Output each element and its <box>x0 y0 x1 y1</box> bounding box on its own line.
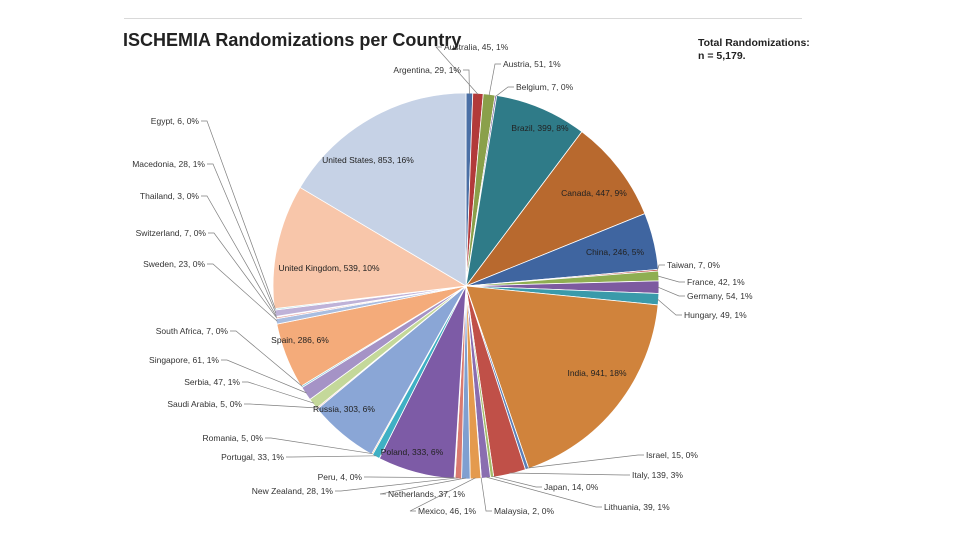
leader-romania <box>265 437 373 455</box>
label-malaysia: Malaysia, 2, 0% <box>494 506 554 516</box>
label-russia: Russia, 303, 6% <box>313 404 375 414</box>
label-new-zealand: New Zealand, 28, 1% <box>252 486 334 496</box>
label-romania: Romania, 5, 0% <box>203 433 264 443</box>
label-portugal: Portugal, 33, 1% <box>221 452 284 462</box>
leader-egypt <box>201 120 276 310</box>
chart-title: ISCHEMIA Randomizations per Country <box>123 30 462 50</box>
leader-lithuania <box>485 476 602 508</box>
slice-canada <box>464 131 646 287</box>
label-united-kingdom: United Kingdom, 539, 10% <box>278 263 380 273</box>
label-japan: Japan, 14, 0% <box>544 482 599 492</box>
label-mexico: Mexico, 46, 1% <box>418 506 477 516</box>
leader-macedonia <box>207 163 277 314</box>
leader-singapore <box>221 359 307 394</box>
slice-labels: Argentina, 29, 1% Australia, 45, 1% Austri… <box>132 42 753 516</box>
label-austria: Austria, 51, 1% <box>503 59 561 69</box>
top-divider <box>124 18 802 19</box>
label-peru: Peru, 4, 0% <box>318 472 363 482</box>
label-argentina: Argentina, 29, 1% <box>393 65 461 75</box>
label-south-africa: South Africa, 7, 0% <box>156 326 229 336</box>
leader-serbia <box>242 381 315 404</box>
label-sweden: Sweden, 23, 0% <box>143 259 205 269</box>
total-value: n = 5,179. <box>698 50 746 62</box>
label-serbia: Serbia, 47, 1% <box>184 377 240 387</box>
pie-slices <box>272 92 660 480</box>
leader-israel <box>526 454 644 469</box>
label-egypt: Egypt, 6, 0% <box>151 116 200 126</box>
slice-india <box>465 285 659 470</box>
label-switzerland: Switzerland, 7, 0% <box>136 228 207 238</box>
leader-austria <box>488 63 501 96</box>
label-australia: Australia, 45, 1% <box>444 42 509 52</box>
label-belgium: Belgium, 7, 0% <box>516 82 574 92</box>
label-france: France, 42, 1% <box>687 277 745 287</box>
leader-france <box>657 275 685 283</box>
leader-taiwan <box>657 264 665 271</box>
label-india: India, 941, 18% <box>567 368 627 378</box>
leader-hungary <box>657 298 682 316</box>
leader-mexico <box>409 477 476 512</box>
leader-belgium <box>495 86 514 97</box>
leader-portugal <box>286 455 377 458</box>
leader-malaysia <box>480 477 492 512</box>
leader-sweden <box>207 263 278 322</box>
leader-new-zealand <box>335 477 459 492</box>
label-italy: Italy, 139, 3% <box>632 470 683 480</box>
leader-germany <box>657 286 685 297</box>
label-taiwan: Taiwan, 7, 0% <box>667 260 720 270</box>
label-canada: Canada, 447, 9% <box>561 188 627 198</box>
label-poland: Poland, 333, 6% <box>381 447 444 457</box>
slice-united-kingdom <box>272 186 468 310</box>
leader-saudi-arabia <box>244 403 318 409</box>
label-hungary: Hungary, 49, 1% <box>684 310 747 320</box>
total-label: Total Randomizations: <box>698 37 810 49</box>
label-brazil: Brazil, 399, 8% <box>511 123 569 133</box>
label-china: China, 246, 5% <box>586 247 645 257</box>
leader-south-africa <box>230 330 303 387</box>
label-israel: Israel, 15, 0% <box>646 450 698 460</box>
label-netherlands: Netherlands, 37, 1% <box>388 489 465 499</box>
leader-lines <box>201 46 685 512</box>
label-spain: Spain, 286, 6% <box>271 335 329 345</box>
label-thailand: Thailand, 3, 0% <box>140 191 200 201</box>
leader-japan <box>491 475 542 488</box>
slice-brazil <box>465 95 583 287</box>
label-macedonia: Macedonia, 28, 1% <box>132 159 205 169</box>
label-singapore: Singapore, 61, 1% <box>149 355 219 365</box>
label-united-states: United States, 853, 16% <box>322 155 414 165</box>
total-randomizations: Total Randomizations: n = 5,179. <box>698 37 810 63</box>
leader-peru <box>364 476 455 479</box>
slice-united-states <box>299 92 467 287</box>
leader-switzerland <box>208 232 277 319</box>
leader-australia <box>435 46 479 95</box>
label-germany: Germany, 54, 1% <box>687 291 753 301</box>
label-lithuania: Lithuania, 39, 1% <box>604 502 670 512</box>
leader-italy <box>509 472 630 476</box>
leader-argentina <box>463 69 470 95</box>
label-saudi-arabia: Saudi Arabia, 5, 0% <box>167 399 242 409</box>
leader-thailand <box>201 195 277 317</box>
leader-netherlands <box>379 477 466 495</box>
